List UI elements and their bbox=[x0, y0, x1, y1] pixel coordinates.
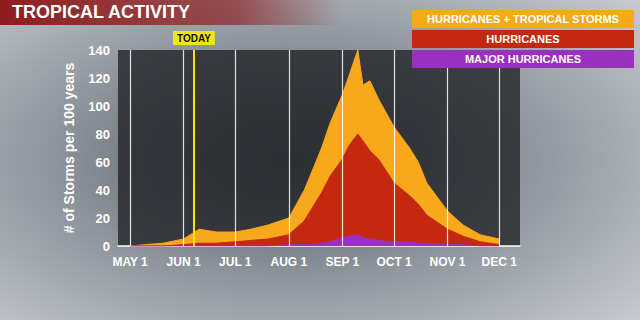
svg-text:100: 100 bbox=[88, 99, 110, 114]
svg-text:40: 40 bbox=[96, 183, 110, 198]
svg-text:120: 120 bbox=[88, 71, 110, 86]
svg-text:MAY 1: MAY 1 bbox=[112, 255, 148, 269]
svg-text:20: 20 bbox=[96, 211, 110, 226]
svg-text:MAJOR HURRICANES: MAJOR HURRICANES bbox=[465, 53, 581, 65]
svg-text:80: 80 bbox=[96, 127, 110, 142]
svg-text:OCT 1: OCT 1 bbox=[376, 255, 412, 269]
svg-text:TODAY: TODAY bbox=[177, 33, 211, 44]
svg-text:TROPICAL ACTIVITY: TROPICAL ACTIVITY bbox=[12, 2, 190, 22]
svg-text:DEC 1: DEC 1 bbox=[482, 255, 518, 269]
svg-text:SEP 1: SEP 1 bbox=[325, 255, 359, 269]
svg-text:JUL 1: JUL 1 bbox=[219, 255, 252, 269]
svg-text:0: 0 bbox=[103, 239, 110, 254]
svg-text:AUG 1: AUG 1 bbox=[270, 255, 307, 269]
svg-text:NOV 1: NOV 1 bbox=[430, 255, 466, 269]
svg-text:60: 60 bbox=[96, 155, 110, 170]
svg-text:HURRICANES + TROPICAL STORMS: HURRICANES + TROPICAL STORMS bbox=[427, 13, 619, 25]
svg-text:# of Storms per 100 years: # of Storms per 100 years bbox=[61, 63, 77, 234]
svg-text:HURRICANES: HURRICANES bbox=[486, 33, 559, 45]
svg-text:JUN 1: JUN 1 bbox=[167, 255, 201, 269]
svg-text:140: 140 bbox=[88, 43, 110, 58]
